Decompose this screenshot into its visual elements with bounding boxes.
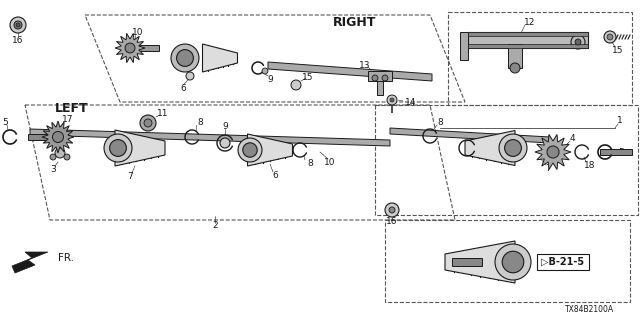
Circle shape [495,244,531,280]
Polygon shape [115,33,145,63]
Circle shape [104,134,132,162]
Text: 5: 5 [618,148,624,156]
Circle shape [238,138,262,162]
Circle shape [16,23,20,27]
Bar [377,81,383,95]
Circle shape [504,140,522,156]
Polygon shape [465,131,515,165]
Circle shape [125,43,135,53]
Text: FR.: FR. [58,253,74,263]
Polygon shape [445,241,515,283]
Text: 14: 14 [405,98,417,107]
Circle shape [372,75,378,81]
Circle shape [186,72,194,80]
Text: LEFT: LEFT [55,101,88,115]
Text: 3: 3 [50,164,56,173]
Circle shape [571,35,585,49]
Text: 12: 12 [524,18,536,27]
Circle shape [291,80,301,90]
Circle shape [575,39,581,45]
Text: 7: 7 [545,164,551,172]
Bar [600,149,632,155]
Circle shape [547,146,559,158]
Text: 2: 2 [212,221,218,230]
Text: 16: 16 [387,218,397,227]
Circle shape [14,21,22,29]
Bar [468,44,588,48]
Text: TX84B2100A: TX84B2100A [565,306,614,315]
Circle shape [499,134,527,162]
Bar [468,32,588,48]
Circle shape [55,148,65,158]
Polygon shape [390,128,550,143]
Text: 9: 9 [267,75,273,84]
Text: 18: 18 [584,161,596,170]
Text: RIGHT: RIGHT [333,15,377,28]
Circle shape [64,154,70,160]
Polygon shape [248,134,292,166]
Circle shape [171,44,199,72]
Circle shape [177,50,193,67]
Text: 8: 8 [437,117,443,126]
Text: ▷B-21-5: ▷B-21-5 [541,257,584,267]
Bar [508,44,522,68]
Bar [139,45,159,51]
Circle shape [220,138,230,148]
Circle shape [109,140,127,156]
Polygon shape [12,252,48,273]
Text: 7: 7 [127,172,133,180]
Polygon shape [30,129,390,146]
Polygon shape [42,121,74,153]
Polygon shape [202,44,237,72]
Polygon shape [268,62,432,81]
Text: 10: 10 [132,28,144,36]
Text: 10: 10 [324,157,336,166]
Circle shape [510,63,520,73]
Bar [368,71,392,81]
Bar [460,32,468,60]
Circle shape [144,119,152,127]
Text: 15: 15 [302,73,314,82]
Text: 5: 5 [2,117,8,126]
Text: 8: 8 [197,117,203,126]
Text: 6: 6 [180,84,186,92]
Polygon shape [535,134,571,170]
Circle shape [604,31,616,43]
Circle shape [387,95,397,105]
Circle shape [607,34,613,40]
Circle shape [10,17,26,33]
Circle shape [389,207,395,213]
Text: 16: 16 [12,36,24,44]
Text: 4: 4 [569,133,575,142]
Text: 8: 8 [307,158,313,167]
Circle shape [140,115,156,131]
Circle shape [243,143,257,157]
Text: 9: 9 [222,122,228,131]
Text: 17: 17 [62,115,74,124]
Bar [537,254,589,270]
Circle shape [262,68,268,74]
Bar [28,134,56,140]
Bar [452,258,482,266]
Circle shape [390,98,394,102]
Polygon shape [115,130,165,166]
Circle shape [502,251,524,273]
Circle shape [50,154,56,160]
Text: 1: 1 [617,116,623,124]
Text: 15: 15 [612,45,624,54]
Circle shape [52,132,63,142]
Bar [468,32,588,36]
Text: 6: 6 [272,171,278,180]
Text: 13: 13 [359,60,371,69]
Text: 11: 11 [157,108,169,117]
Circle shape [385,203,399,217]
Circle shape [382,75,388,81]
